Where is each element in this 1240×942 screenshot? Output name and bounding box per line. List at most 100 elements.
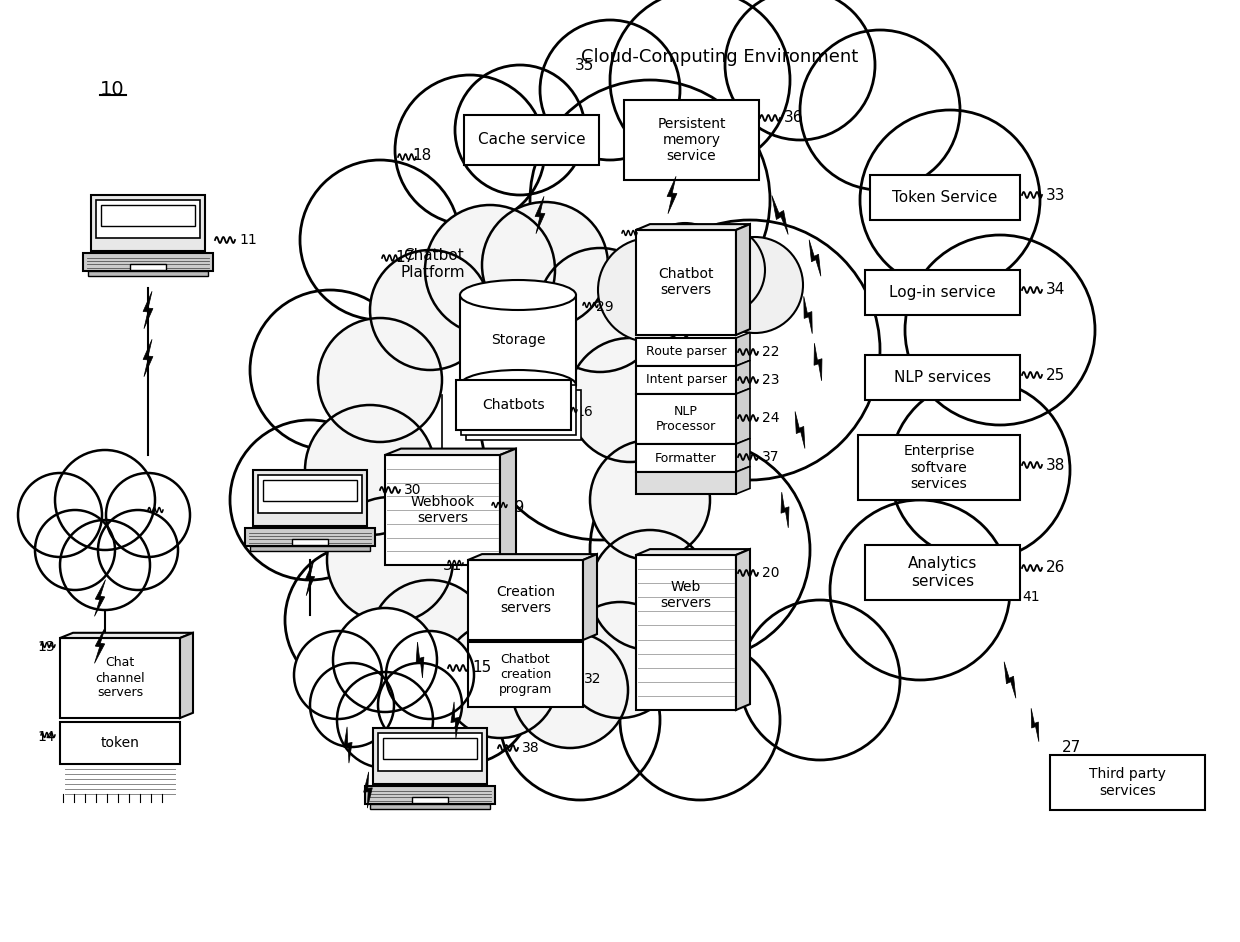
Bar: [60, 722, 180, 764]
Polygon shape: [781, 492, 789, 528]
Bar: [60, 638, 180, 718]
Bar: [467, 560, 583, 640]
Polygon shape: [771, 195, 789, 235]
Bar: [456, 380, 570, 430]
Text: 19: 19: [505, 500, 525, 515]
Bar: [456, 380, 570, 430]
Polygon shape: [500, 448, 516, 565]
Polygon shape: [451, 702, 459, 739]
Polygon shape: [363, 771, 372, 808]
Text: Chatbots: Chatbots: [482, 398, 544, 412]
Bar: [291, 539, 329, 545]
Bar: [258, 475, 362, 512]
Polygon shape: [737, 361, 750, 394]
Bar: [373, 728, 487, 784]
Circle shape: [740, 600, 900, 760]
Bar: [636, 338, 737, 366]
Circle shape: [590, 530, 711, 650]
Bar: [866, 355, 1021, 400]
Circle shape: [370, 250, 490, 370]
Circle shape: [598, 238, 702, 342]
Circle shape: [305, 405, 435, 535]
Polygon shape: [737, 549, 750, 710]
Circle shape: [590, 440, 810, 660]
Bar: [858, 435, 1021, 500]
Polygon shape: [810, 240, 821, 276]
Circle shape: [441, 622, 558, 738]
Circle shape: [539, 20, 680, 160]
Polygon shape: [143, 291, 153, 329]
Text: Communication
Network: Communication Network: [330, 688, 440, 718]
Bar: [467, 642, 583, 707]
Circle shape: [512, 632, 627, 748]
Text: 27: 27: [1061, 740, 1081, 755]
Ellipse shape: [460, 280, 577, 310]
Circle shape: [568, 338, 692, 462]
Circle shape: [229, 420, 391, 580]
Bar: [88, 270, 208, 276]
Circle shape: [300, 160, 460, 320]
Circle shape: [455, 65, 585, 195]
Text: 13: 13: [37, 640, 55, 654]
Circle shape: [19, 473, 102, 557]
Text: 33: 33: [1047, 187, 1065, 203]
Text: Formatter: Formatter: [655, 451, 717, 464]
Text: 21: 21: [635, 228, 655, 243]
Bar: [370, 804, 490, 809]
Bar: [636, 555, 737, 710]
Circle shape: [620, 640, 780, 800]
Text: 12: 12: [162, 505, 181, 520]
Circle shape: [707, 237, 804, 333]
Polygon shape: [804, 297, 812, 333]
Polygon shape: [667, 176, 677, 214]
Text: Webhook
servers: Webhook servers: [410, 495, 475, 525]
Polygon shape: [737, 224, 750, 335]
Polygon shape: [636, 224, 750, 230]
Circle shape: [285, 545, 435, 695]
Circle shape: [725, 0, 875, 140]
Text: 23: 23: [763, 373, 780, 387]
Bar: [250, 545, 370, 551]
Circle shape: [620, 220, 880, 480]
Polygon shape: [1032, 708, 1039, 741]
Bar: [466, 390, 582, 440]
Text: 15: 15: [472, 660, 491, 675]
Text: 16: 16: [575, 405, 593, 419]
Circle shape: [337, 672, 433, 768]
Text: Intent parser: Intent parser: [646, 373, 727, 386]
Polygon shape: [384, 448, 516, 455]
Bar: [130, 264, 166, 270]
Bar: [412, 797, 448, 804]
Text: 14: 14: [37, 730, 55, 744]
Text: 30: 30: [404, 483, 422, 497]
Circle shape: [425, 205, 556, 335]
Circle shape: [538, 248, 662, 372]
Polygon shape: [417, 642, 424, 678]
Text: 35: 35: [575, 58, 594, 73]
Polygon shape: [180, 633, 193, 718]
Text: token: token: [100, 736, 139, 750]
Circle shape: [529, 80, 770, 320]
Circle shape: [830, 500, 1011, 680]
Circle shape: [250, 290, 410, 450]
Polygon shape: [94, 579, 105, 616]
Text: 22: 22: [763, 345, 780, 359]
Text: Creation
servers: Creation servers: [496, 585, 556, 615]
Text: 32: 32: [584, 672, 601, 686]
Polygon shape: [795, 412, 805, 448]
Circle shape: [861, 110, 1040, 290]
Bar: [253, 470, 367, 526]
Text: Route parser: Route parser: [646, 346, 727, 359]
Bar: [365, 786, 495, 804]
Circle shape: [562, 602, 678, 718]
Text: 24: 24: [763, 411, 780, 425]
Polygon shape: [737, 333, 750, 366]
Text: Chat
channel
servers: Chat channel servers: [95, 657, 145, 700]
Bar: [384, 455, 500, 565]
Text: 29: 29: [596, 300, 614, 314]
Circle shape: [378, 663, 463, 747]
Polygon shape: [737, 388, 750, 444]
Bar: [866, 270, 1021, 315]
Circle shape: [905, 235, 1095, 425]
Circle shape: [370, 580, 490, 700]
